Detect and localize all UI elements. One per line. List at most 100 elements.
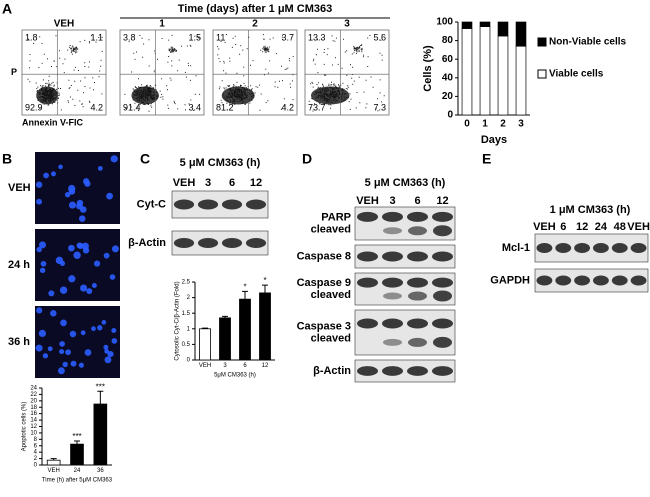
nucleus — [39, 267, 46, 274]
micrograph — [35, 229, 120, 301]
nucleus — [93, 260, 101, 267]
nucleus — [43, 172, 49, 179]
lane-label: VEH — [173, 177, 196, 189]
blot-label: Caspase 9 — [297, 277, 351, 289]
lane-label: VEH — [627, 221, 650, 233]
y-tick-label: 20 — [442, 91, 454, 102]
band — [197, 238, 219, 248]
axis-label: P — [11, 67, 17, 77]
y-tick-label: 24 — [30, 386, 37, 392]
annotation: *** — [96, 382, 105, 391]
band — [555, 275, 572, 286]
nucleus — [104, 348, 110, 354]
y-tick-label: 2 — [34, 456, 38, 462]
nucleus — [62, 361, 68, 368]
blot — [354, 309, 456, 356]
blot — [534, 268, 649, 293]
blot-label: cleaved — [311, 332, 351, 344]
y-tick-label: 100 — [436, 17, 453, 28]
nucleus — [76, 202, 83, 210]
band — [407, 366, 428, 376]
x-axis-label: 5μM CM363 (h) — [214, 373, 256, 379]
y-axis-label: Cytosolic Cyt-C/β-Actin (Fold) — [175, 281, 181, 360]
image-label: VEH — [8, 182, 31, 194]
legend-swatch — [537, 69, 547, 79]
y-tick-label: 20 — [30, 398, 37, 404]
band — [382, 318, 403, 329]
lane-label: 24 — [595, 221, 608, 233]
bar — [259, 292, 271, 361]
nucleus — [80, 330, 86, 336]
x-tick-label: 12 — [262, 363, 269, 369]
nucleus — [40, 260, 47, 267]
band — [407, 277, 428, 288]
y-tick-label: 1 — [187, 326, 191, 332]
band — [432, 318, 453, 329]
lane-label: 6 — [414, 195, 420, 207]
y-tick-label: 80 — [442, 35, 454, 46]
nucleus — [36, 198, 43, 205]
blot-label: Caspase 3 — [297, 320, 351, 332]
x-axis-label: Time (h) after 5μM CM363 — [42, 478, 113, 484]
nucleus — [84, 349, 92, 356]
nucleus — [38, 329, 47, 338]
nucleus — [82, 247, 90, 254]
lane-label: 12 — [250, 177, 262, 189]
bar — [219, 317, 231, 361]
nucleus — [57, 367, 65, 375]
y-tick-label: 8 — [34, 437, 38, 443]
y-tick-label: 12 — [30, 424, 37, 430]
nucleus — [109, 274, 116, 280]
blot-title: 5 μM CM363 (h) — [180, 157, 261, 169]
image-label: 24 h — [8, 259, 30, 271]
nucleus — [83, 178, 90, 185]
quadrant-value: 1.5 — [188, 32, 201, 42]
nucleus — [59, 286, 68, 294]
blot — [354, 359, 456, 383]
dense-cluster — [36, 86, 59, 105]
band — [245, 238, 267, 248]
y-tick-label: 60 — [442, 54, 454, 65]
band — [357, 318, 378, 329]
panel-label: B — [2, 151, 12, 167]
y-axis-label: Apoptotic cells (%) — [22, 402, 28, 452]
lane-label: 3 — [389, 195, 395, 207]
blot-label: β-Actin — [313, 365, 351, 377]
band — [408, 226, 427, 236]
legend-label: Viable cells — [549, 69, 604, 80]
y-tick-label: 6 — [34, 443, 38, 449]
band — [383, 227, 402, 235]
blot-label: PARP — [321, 211, 351, 223]
legend-label: Non-Viable cells — [549, 37, 627, 48]
y-tick-label: 0.5 — [182, 342, 191, 348]
y-tick-label: 40 — [442, 72, 454, 83]
band — [245, 199, 267, 210]
error-bar — [262, 284, 268, 293]
bar-segment — [479, 21, 491, 28]
x-tick-label: 3 — [223, 363, 227, 369]
error-bar — [50, 458, 57, 461]
band — [432, 211, 453, 222]
nucleus — [103, 344, 109, 350]
nucleus — [36, 246, 42, 253]
nucleus — [78, 215, 86, 222]
band — [536, 275, 553, 286]
y-tick-label: 0 — [187, 358, 191, 364]
nucleus — [64, 192, 71, 198]
band — [574, 275, 590, 286]
lane-label: VEH — [356, 195, 379, 207]
band — [611, 243, 628, 253]
x-tick-label: VEH — [47, 468, 59, 474]
quadrant-value: 91.4 — [123, 102, 141, 112]
header: Time (days) after 1 μM CM363 — [178, 3, 332, 15]
band — [408, 291, 427, 301]
nucleus — [97, 165, 103, 171]
nucleus — [86, 288, 93, 295]
quadrant-value: 4.2 — [90, 102, 103, 112]
quadrant-value: 3.4 — [188, 102, 201, 112]
y-tick-label: 0 — [34, 463, 38, 469]
y-tick-label: 2.5 — [182, 280, 191, 286]
nucleus — [59, 341, 65, 347]
band — [357, 277, 378, 288]
